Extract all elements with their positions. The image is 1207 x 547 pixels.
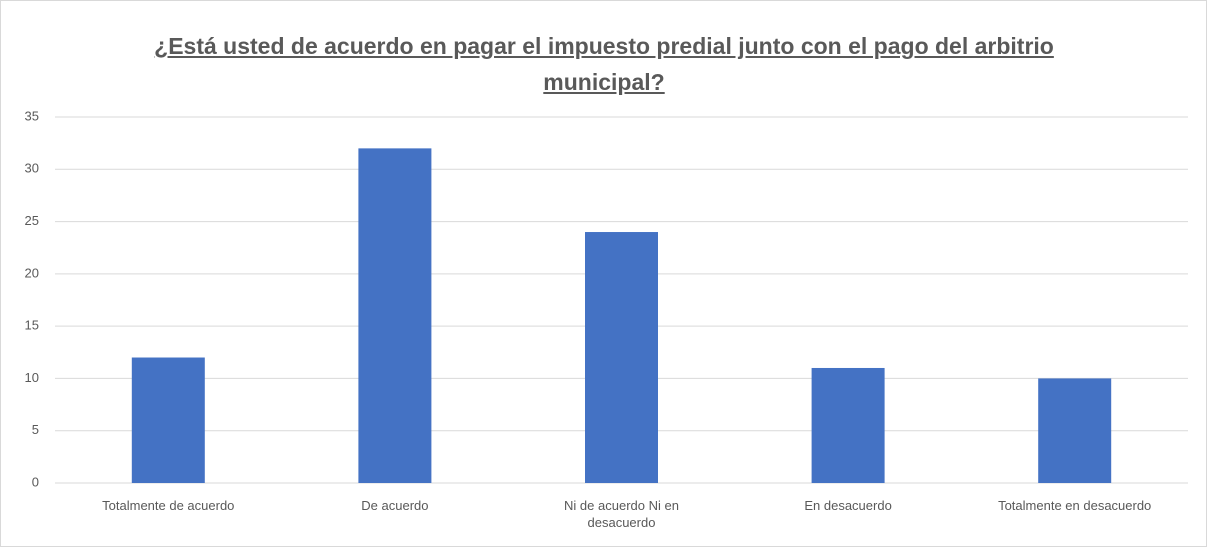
y-tick-label: 5 [32,422,39,437]
y-tick-label: 25 [25,213,39,228]
chart-title: ¿Está usted de acuerdo en pagar el impue… [154,33,1054,95]
y-tick-label: 30 [25,161,39,176]
x-tick-label: Ni de acuerdo Ni en desacuerdo [564,498,679,530]
bar [811,367,885,483]
bar [131,357,205,483]
y-tick-label: 35 [25,108,39,123]
y-tick-label: 20 [25,265,39,280]
x-tick-label: Totalmente en desacuerdo [998,498,1152,513]
bar [1038,378,1112,483]
bar [358,148,432,483]
y-tick-label: 0 [32,474,39,489]
x-tick-label: En desacuerdo [804,498,892,513]
x-tick-label: De acuerdo [361,498,429,513]
bar [585,232,658,483]
y-tick-label: 10 [25,370,39,385]
x-tick-label: Totalmente de acuerdo [102,498,235,513]
y-tick-label: 15 [25,318,39,333]
